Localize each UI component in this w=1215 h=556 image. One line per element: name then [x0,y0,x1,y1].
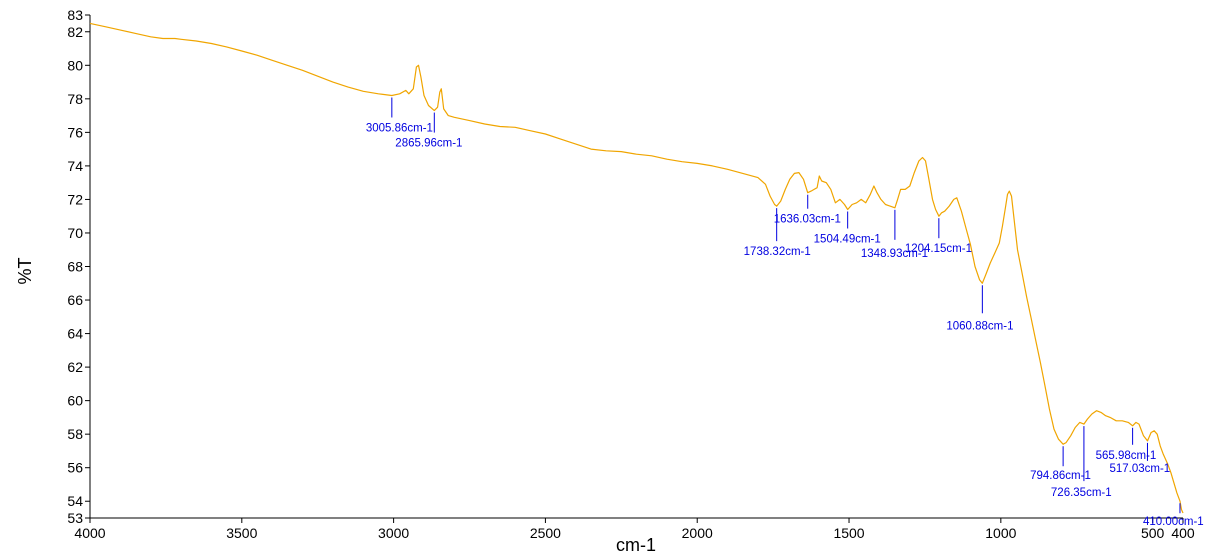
y-tick-label: 66 [67,292,83,308]
peak-label: 726.35cm-1 [1051,487,1112,499]
y-tick-label: 70 [67,225,83,241]
y-tick-label: 83 [67,7,83,23]
peak-label: 1060.88cm-1 [946,320,1013,332]
x-tick-label: 4000 [74,525,105,541]
peak-label: 1636.03cm-1 [774,214,841,226]
x-axis-title: cm-1 [616,535,656,555]
peak-label: 3005.86cm-1 [366,122,433,134]
y-tick-label: 62 [67,359,83,375]
y-tick-label: 78 [67,91,83,107]
y-tick-label: 64 [67,326,83,342]
y-tick-label: 58 [67,426,83,442]
x-tick-label: 1000 [985,525,1016,541]
peak-label: 1504.49cm-1 [814,233,881,245]
x-tick-label: 3500 [226,525,257,541]
plot-area: 4000 3500 3000 2500 2000 1500 1000 500 400 53545… [67,7,1203,541]
peak-label: 410.00cm-1 [1143,516,1204,528]
y-tick-label: 80 [67,57,83,73]
y-tick-label: 74 [67,158,83,174]
peak-label: 1204.15cm-1 [905,243,972,255]
peak-label: 565.98cm-1 [1096,450,1157,462]
x-axis-ticks: 4000 3500 3000 2500 2000 1500 1000 500 400 [74,518,1195,541]
spectrum-line [89,22,1184,514]
peak-label: 517.03cm-1 [1109,463,1170,475]
peak-label: 1738.32cm-1 [744,246,811,258]
y-tick-label: 54 [67,493,83,509]
y-tick-label: 60 [67,393,83,409]
y-tick-label: 56 [67,460,83,476]
y-tick-label: 76 [67,124,83,140]
peak-label: 2865.96cm-1 [395,138,462,150]
x-tick-label: 1500 [833,525,864,541]
y-axis-title: %T [15,257,35,284]
peak-label: 1348.93cm-1 [861,248,928,260]
x-tick-label: 400 [1171,525,1195,541]
peak-label: 794.86cm-1 [1030,470,1091,482]
peak-annotations: 3005.86cm-1 2865.96cm-1 1738.32cm-1 1636.03… [366,97,1204,528]
x-tick-label: 2500 [530,525,561,541]
y-tick-label: 68 [67,259,83,275]
y-tick-label: 82 [67,24,83,40]
x-tick-label: 2000 [682,525,713,541]
y-tick-label: 72 [67,191,83,207]
x-tick-label: 3000 [378,525,409,541]
series-layer [89,22,1184,514]
y-tick-label: 53 [67,510,83,526]
x-tick-label: 500 [1141,525,1165,541]
